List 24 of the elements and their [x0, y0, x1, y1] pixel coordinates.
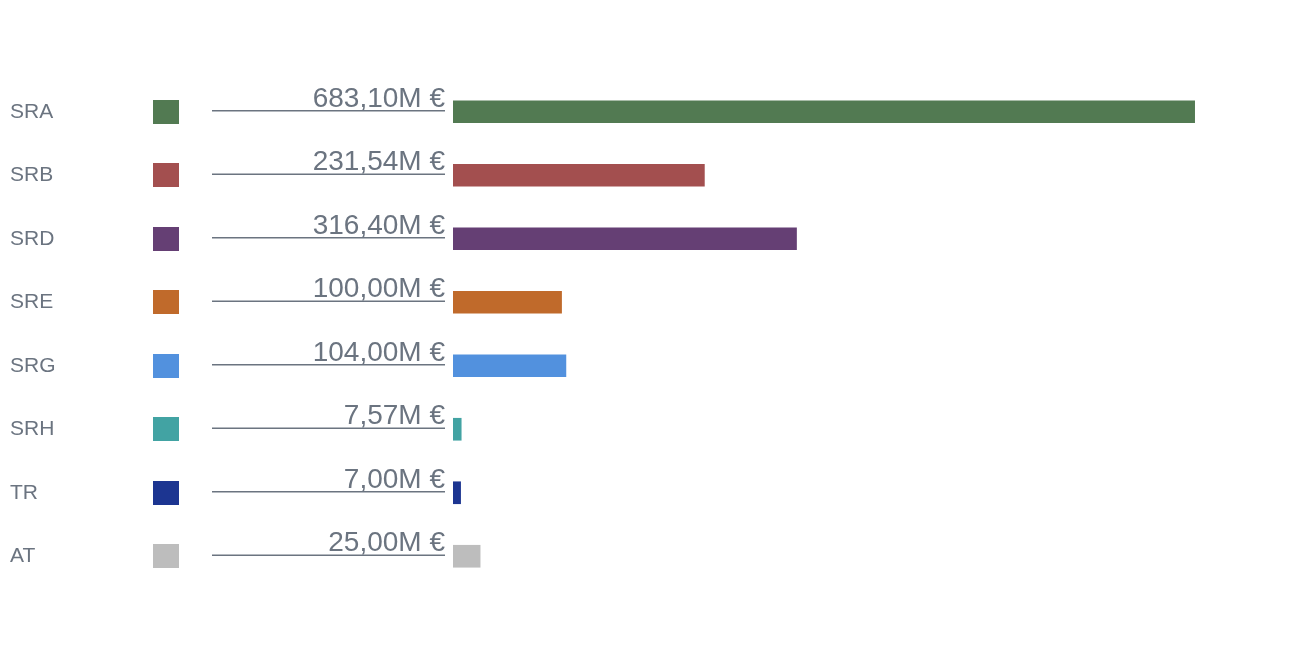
y-tick-label: SRB [10, 162, 54, 186]
data-label: 231,54M € [312, 145, 446, 177]
bar [453, 163, 705, 187]
y-tick-label: SRD [10, 225, 55, 249]
data-label: 7,00M € [343, 462, 446, 494]
y-tick-label: SRE [10, 289, 54, 313]
data-label: 316,40M € [312, 208, 446, 240]
data-label: 7,57M € [343, 399, 446, 431]
y-tick-label: SRH [10, 416, 55, 440]
data-label: 104,00M € [312, 335, 446, 367]
data-label: 100,00M € [312, 272, 446, 304]
bar [453, 227, 797, 251]
bar [453, 354, 567, 378]
bar [453, 290, 562, 314]
bar [453, 544, 481, 568]
data-label: 25,00M € [328, 526, 446, 558]
data-label: 683,10M € [312, 81, 446, 113]
bar [453, 481, 461, 505]
bar [453, 417, 462, 441]
y-tick-label: SRG [10, 352, 56, 376]
y-tick-label: TR [10, 479, 38, 503]
y-tick-label: SRA [10, 98, 54, 122]
bar [453, 100, 1195, 124]
y-tick-label: AT [10, 543, 36, 567]
